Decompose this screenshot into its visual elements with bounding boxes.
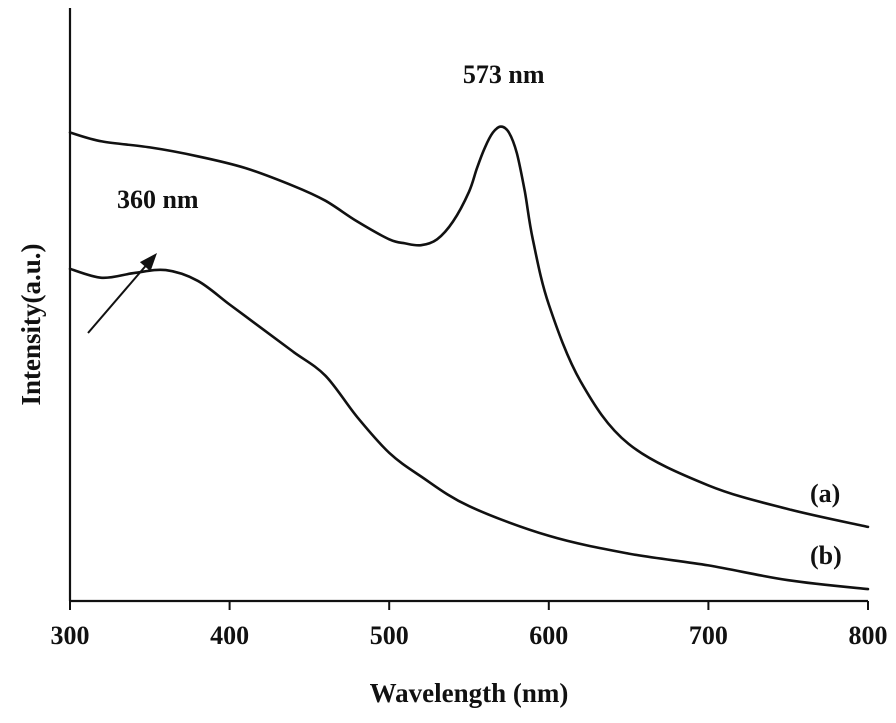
axes: [68, 8, 868, 603]
series-label: (b): [810, 541, 842, 570]
arrow-head: [139, 253, 157, 272]
x-axis-title: Wavelength (nm): [370, 678, 569, 708]
series-label: (a): [810, 479, 840, 508]
x-tick-label: 800: [849, 621, 888, 650]
x-tick-label: 400: [210, 621, 249, 650]
x-ticks: 300 400 500 600 700 800: [51, 601, 888, 650]
arrow-pointer: [87, 261, 150, 334]
annotations: 573 nm 360 nm: [87, 60, 545, 334]
peak-annotation-360: 360 nm: [117, 185, 199, 214]
x-tick-label: 300: [51, 621, 90, 650]
x-tick-label: 700: [689, 621, 728, 650]
y-axis-title: Intensity(a.u.): [16, 243, 46, 405]
series-b-line: [68, 267, 870, 591]
peak-annotation-573: 573 nm: [463, 60, 545, 89]
series-group: (a) (b): [68, 125, 870, 591]
x-tick-label: 600: [529, 621, 568, 650]
series-a-line: [68, 125, 870, 529]
x-tick-label: 500: [370, 621, 409, 650]
